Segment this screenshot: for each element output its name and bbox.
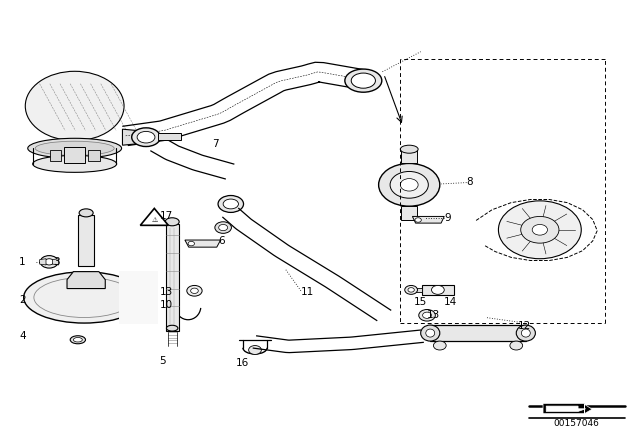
Text: 12: 12 <box>518 320 531 331</box>
Circle shape <box>431 285 444 294</box>
Ellipse shape <box>426 329 435 337</box>
Text: 6: 6 <box>218 236 225 246</box>
Circle shape <box>390 172 428 198</box>
Polygon shape <box>543 404 592 414</box>
Polygon shape <box>158 133 181 140</box>
Polygon shape <box>413 288 422 292</box>
Circle shape <box>510 341 523 350</box>
Ellipse shape <box>516 325 536 341</box>
Ellipse shape <box>132 128 161 146</box>
Polygon shape <box>50 150 61 161</box>
Text: 00157046: 00157046 <box>554 419 600 428</box>
Text: 3: 3 <box>54 257 60 267</box>
Ellipse shape <box>137 131 155 143</box>
Polygon shape <box>79 215 94 266</box>
Circle shape <box>248 345 261 354</box>
Ellipse shape <box>420 325 440 341</box>
Polygon shape <box>40 259 46 265</box>
Circle shape <box>532 224 547 235</box>
Circle shape <box>379 164 440 206</box>
Circle shape <box>188 241 195 246</box>
Polygon shape <box>166 224 179 331</box>
Text: 15: 15 <box>414 297 428 307</box>
Polygon shape <box>119 271 157 324</box>
Ellipse shape <box>35 141 114 155</box>
Ellipse shape <box>33 155 116 172</box>
Ellipse shape <box>74 337 83 342</box>
Ellipse shape <box>522 329 531 337</box>
Ellipse shape <box>165 218 179 226</box>
Polygon shape <box>88 150 100 161</box>
Polygon shape <box>52 259 59 265</box>
Ellipse shape <box>351 73 376 88</box>
Circle shape <box>415 218 421 222</box>
Text: 8: 8 <box>467 177 473 187</box>
Text: ⚠: ⚠ <box>151 216 157 223</box>
Polygon shape <box>422 284 454 295</box>
Polygon shape <box>185 240 221 247</box>
Ellipse shape <box>70 336 86 344</box>
Circle shape <box>219 224 228 231</box>
Text: 16: 16 <box>236 358 249 368</box>
Polygon shape <box>401 206 417 220</box>
Circle shape <box>499 201 581 259</box>
Circle shape <box>191 288 198 293</box>
Ellipse shape <box>133 130 152 144</box>
Ellipse shape <box>223 199 239 209</box>
Ellipse shape <box>79 209 93 217</box>
Text: 4: 4 <box>19 331 26 341</box>
Ellipse shape <box>138 134 148 141</box>
Text: 13: 13 <box>427 310 440 320</box>
Polygon shape <box>546 406 586 411</box>
Circle shape <box>400 179 418 191</box>
Ellipse shape <box>26 71 124 141</box>
Text: 17: 17 <box>159 211 173 221</box>
Ellipse shape <box>166 325 178 331</box>
Circle shape <box>408 288 414 292</box>
Polygon shape <box>401 150 417 164</box>
Ellipse shape <box>24 272 145 323</box>
Ellipse shape <box>345 69 382 92</box>
Text: 14: 14 <box>444 297 458 307</box>
Circle shape <box>521 216 559 243</box>
Ellipse shape <box>218 195 244 212</box>
Circle shape <box>45 259 54 265</box>
Text: 7: 7 <box>212 139 218 149</box>
Circle shape <box>404 285 417 294</box>
Text: 11: 11 <box>301 287 314 297</box>
Polygon shape <box>412 216 444 223</box>
Text: 2: 2 <box>19 295 26 305</box>
Text: 13: 13 <box>159 287 173 297</box>
Polygon shape <box>430 325 526 341</box>
Circle shape <box>215 222 232 233</box>
Polygon shape <box>65 147 85 163</box>
Circle shape <box>419 310 435 321</box>
Circle shape <box>422 312 431 319</box>
Circle shape <box>433 341 446 350</box>
Circle shape <box>40 256 58 268</box>
Text: 9: 9 <box>444 213 451 223</box>
Text: 1: 1 <box>19 257 26 267</box>
Text: 10: 10 <box>159 300 173 310</box>
Ellipse shape <box>400 145 418 153</box>
Circle shape <box>187 285 202 296</box>
Polygon shape <box>140 208 168 225</box>
Text: 5: 5 <box>159 356 166 366</box>
Ellipse shape <box>28 138 122 158</box>
Polygon shape <box>67 271 105 289</box>
Polygon shape <box>122 129 141 145</box>
